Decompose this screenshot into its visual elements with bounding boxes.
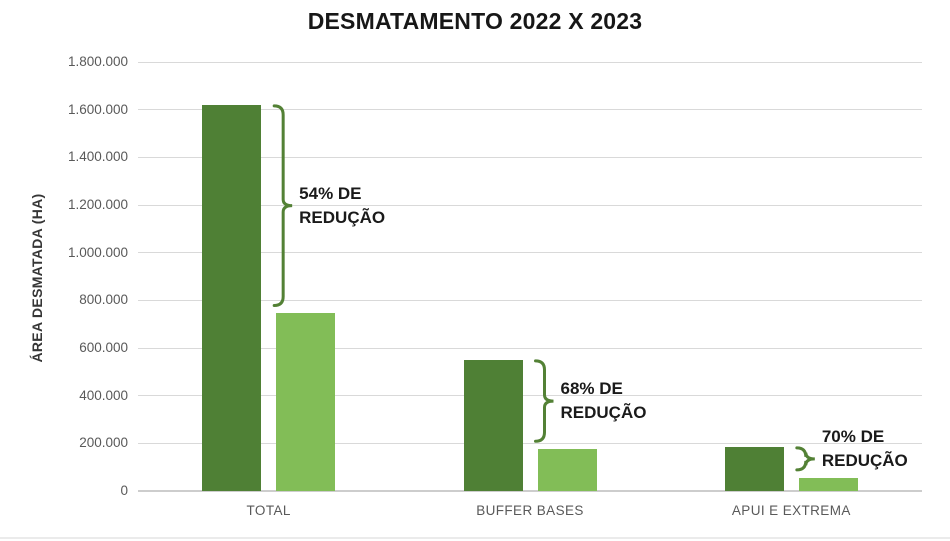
reduction-label-line: REDUÇÃO [299, 207, 386, 227]
gridline [138, 109, 922, 111]
y-axis-tick-label: 1.800.000 [67, 54, 128, 69]
reduction-label-line: REDUÇÃO [560, 403, 647, 423]
gridline [138, 395, 922, 397]
reduction-label-line: 54% DE [299, 183, 362, 203]
y-axis-tick-label: 1.200.000 [67, 197, 128, 212]
gridline [138, 252, 922, 254]
reduction-label-line: REDUÇÃO [821, 450, 908, 470]
y-axis-tick-label: 600.000 [79, 340, 128, 355]
bar-2022-buffer-bases [463, 359, 523, 491]
y-axis-tick-label: 400.000 [79, 387, 128, 403]
bar-2022-total [202, 104, 262, 491]
gridline [138, 61, 922, 63]
reduction-label: 70% DE REDUÇÃO [822, 425, 908, 473]
gridline [138, 156, 922, 158]
y-axis-tick-label: 800.000 [79, 292, 128, 308]
bar-2023-apui-e-extrema [798, 477, 858, 491]
reduction-label: 68% DE REDUÇÃO [561, 377, 647, 425]
x-axis-category-label: TOTAL [246, 503, 291, 518]
x-axis-line [138, 490, 922, 492]
gridline [138, 204, 922, 206]
x-axis-category-label: BUFFER BASES [476, 503, 584, 518]
y-axis-tick-label: 200.000 [79, 435, 128, 451]
reduction-label: 54% DE REDUÇÃO [299, 182, 385, 230]
gridline [138, 347, 922, 349]
reduction-label-line: 70% DE [821, 426, 885, 446]
y-axis-tick-label: 1.600.000 [67, 101, 128, 117]
gridline [138, 442, 922, 444]
y-axis-tick-label: 1.400.000 [67, 149, 128, 165]
bottom-border [0, 537, 950, 539]
bar-2022-apui-e-extrema [724, 446, 784, 491]
x-axis-category-label: APUI E EXTREMA [731, 503, 851, 518]
bar-2023-total [276, 313, 336, 491]
y-axis-tick-label: 1.000.000 [67, 244, 128, 260]
y-axis-tick-label: 0 [120, 483, 128, 498]
bar-2023-buffer-bases [537, 449, 597, 491]
gridline [138, 299, 922, 301]
reduction-label-line: 68% DE [560, 379, 623, 399]
chart-title: DESMATAMENTO 2022 X 2023 [307, 8, 643, 34]
